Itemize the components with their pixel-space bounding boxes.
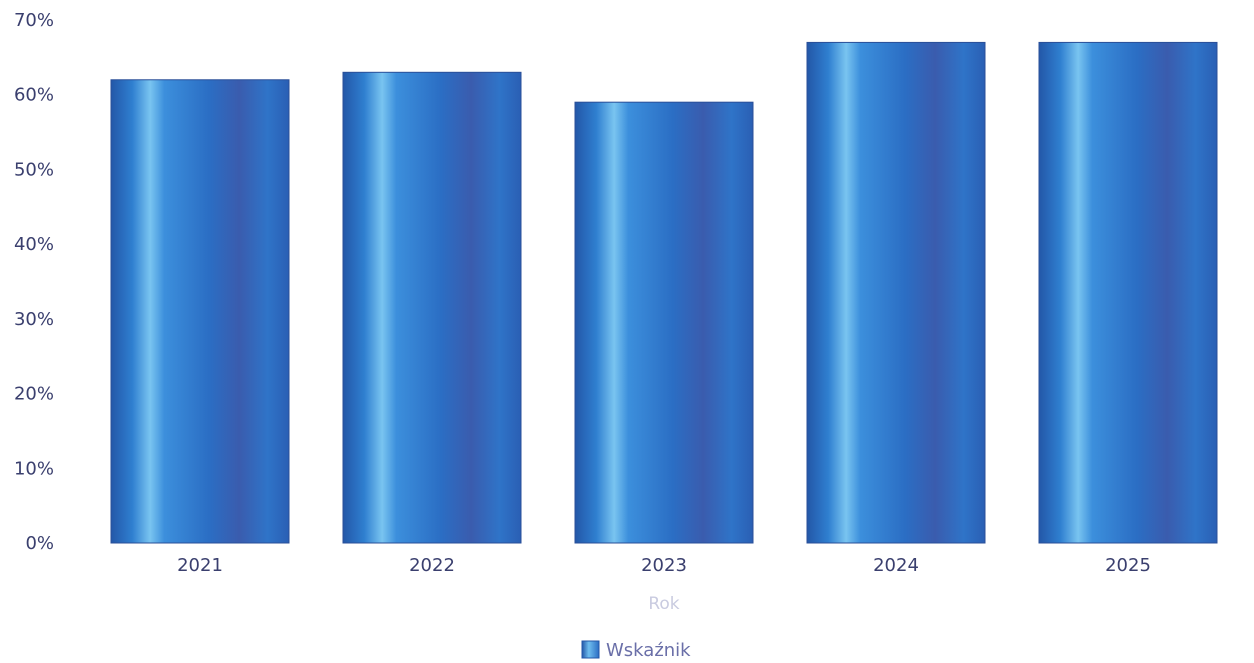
y-tick-label: 60%	[14, 85, 54, 106]
y-tick-label: 20%	[14, 384, 54, 405]
bar-2022	[342, 71, 522, 544]
y-tick-label: 40%	[14, 234, 54, 255]
x-axis-title: Rok	[648, 594, 679, 614]
bar-2024	[806, 41, 986, 544]
y-tick-label: 30%	[14, 309, 54, 330]
y-tick-label: 50%	[14, 159, 54, 180]
y-axis: 0% 10% 20% 30% 40% 50% 60% 70%	[14, 10, 54, 554]
x-tick-label: 2022	[409, 555, 455, 576]
bar-2023	[574, 101, 754, 544]
x-tick-label: 2023	[641, 555, 687, 576]
x-tick-label: 2024	[873, 555, 919, 576]
bar-2025	[1038, 41, 1218, 544]
legend-label: Wskaźnik	[606, 640, 691, 661]
y-tick-label: 10%	[14, 458, 54, 479]
bars	[110, 41, 1218, 544]
y-tick-label: 0%	[25, 533, 54, 554]
x-tick-label: 2021	[177, 555, 223, 576]
x-tick-label: 2025	[1105, 555, 1151, 576]
legend-swatch	[581, 640, 600, 659]
x-axis: 2021 2022 2023 2024 2025	[177, 555, 1151, 576]
bar-2021	[110, 79, 290, 544]
y-tick-label: 70%	[14, 10, 54, 31]
legend: Wskaźnik	[581, 640, 691, 661]
